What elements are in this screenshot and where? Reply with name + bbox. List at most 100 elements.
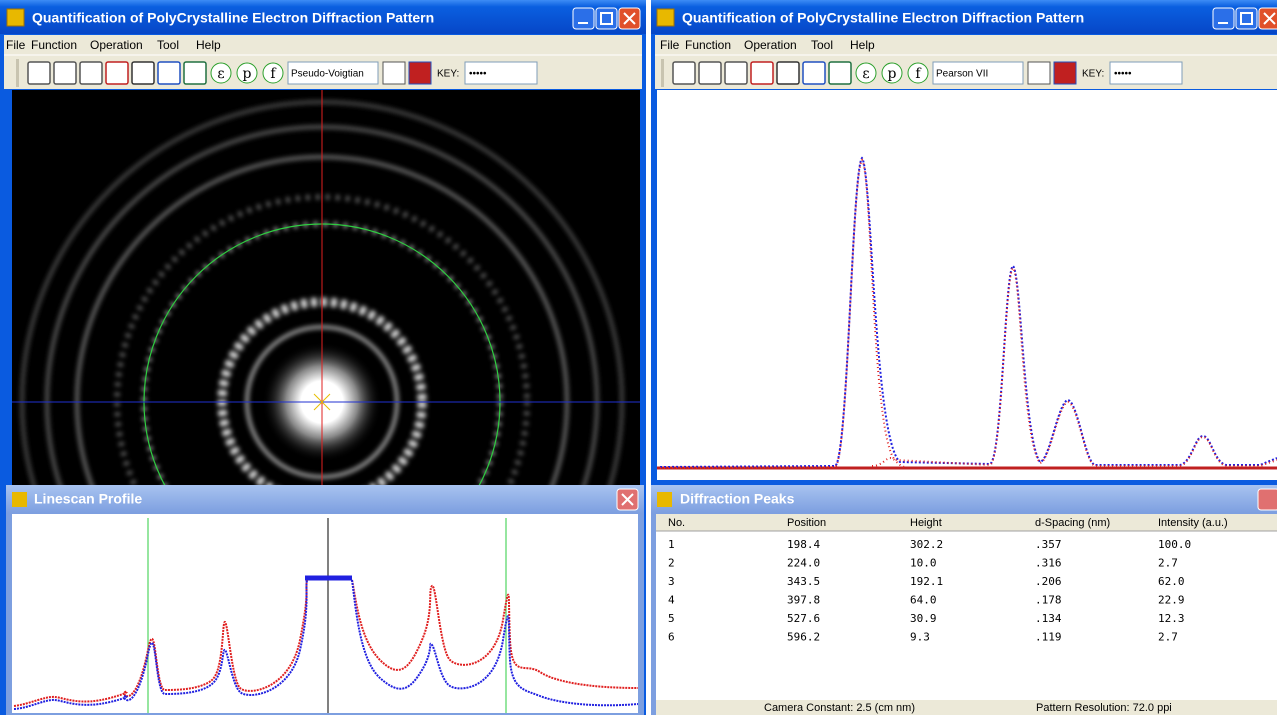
toolbar-button[interactable]	[724, 61, 748, 85]
menu-item[interactable]: File	[660, 38, 680, 52]
toolbar-button[interactable]	[881, 62, 903, 84]
window-title: Quantification of PolyCrystalline Electr…	[682, 10, 1084, 26]
fit-function-box[interactable]	[932, 61, 1024, 85]
toolbar-button[interactable]	[210, 62, 232, 84]
menu-item[interactable]: Function	[685, 38, 731, 52]
minimize-button[interactable]	[1212, 7, 1235, 30]
app-icon	[656, 8, 675, 27]
column-header[interactable]: Height	[910, 517, 942, 529]
right-window: Quantification of PolyCrystalline Electr…	[651, 0, 1277, 715]
key-label: KEY:	[1082, 69, 1104, 80]
menu-item[interactable]: Help	[196, 38, 221, 52]
table-body: No. Position Height d-Spacing (nm) Intensity…	[668, 517, 1228, 644]
toolbar-button[interactable]	[236, 62, 258, 84]
toolbar-button[interactable]	[776, 61, 800, 85]
fit-function: Pseudo-Voigtian	[291, 69, 364, 80]
toolbar-button[interactable]	[183, 61, 207, 85]
toolbar-button[interactable]	[828, 61, 852, 85]
window-button-glyphs	[578, 12, 636, 25]
minimize-button[interactable]	[572, 7, 595, 30]
table-cell: 224.0	[787, 557, 820, 570]
toolbar-button[interactable]	[131, 61, 155, 85]
title-bar	[0, 0, 646, 34]
table-cell: 596.2	[787, 631, 820, 644]
close-button[interactable]	[1257, 488, 1277, 511]
table-cell: 4	[668, 594, 675, 607]
toolbar-button[interactable]	[802, 61, 826, 85]
table-cell: .357	[1035, 538, 1062, 551]
key-input[interactable]	[464, 61, 538, 85]
fit-plot	[657, 90, 1277, 480]
close-button[interactable]	[1258, 7, 1277, 30]
maximize-button[interactable]	[595, 7, 618, 30]
window-title: Quantification of PolyCrystalline Electr…	[32, 10, 434, 26]
table-cell: .119	[1035, 631, 1062, 644]
table-cell: 343.5	[787, 575, 820, 588]
toolbar-button[interactable]	[408, 61, 432, 85]
menu-item[interactable]: Operation	[90, 38, 143, 52]
table-cell: 22.9	[1158, 594, 1185, 607]
toolbar-button[interactable]	[53, 61, 77, 85]
app-icon	[12, 492, 27, 507]
toolbar-symbol: ε	[217, 66, 224, 82]
column-header[interactable]: No.	[668, 517, 685, 529]
table-cell: 100.0	[1158, 538, 1191, 551]
column-header[interactable]: d-Spacing (nm)	[1035, 517, 1110, 529]
table-cell: 30.9	[910, 612, 937, 625]
table-cell: 192.1	[910, 575, 943, 588]
left-window: Quantification of PolyCrystalline Electr…	[0, 0, 646, 715]
status-camera-constant: Camera Constant: 2.5 (cm nm)	[764, 702, 915, 714]
toolbar-button[interactable]	[855, 62, 877, 84]
toolbar-button[interactable]	[262, 62, 284, 84]
toolbar-grip	[661, 59, 664, 87]
key-label: KEY:	[437, 69, 459, 80]
linescan-title-bar	[6, 485, 644, 513]
center-mark	[313, 393, 331, 411]
toolbar-button[interactable]	[1027, 61, 1051, 85]
table-cell: 9.3	[910, 631, 930, 644]
fit-function-box[interactable]	[287, 61, 379, 85]
maximize-button[interactable]	[1235, 7, 1258, 30]
menu-item[interactable]: Operation	[744, 38, 797, 52]
column-header[interactable]: Position	[787, 517, 826, 529]
menu-item[interactable]: Tool	[157, 38, 179, 52]
toolbar-button[interactable]	[27, 61, 51, 85]
table-cell: 10.0	[910, 557, 937, 570]
linescan-title: Linescan Profile	[34, 491, 142, 507]
menu-item[interactable]: File	[6, 38, 26, 52]
table-cell: 2.7	[1158, 557, 1178, 570]
key-value: •••••	[469, 69, 487, 80]
table-cell: 12.3	[1158, 612, 1185, 625]
toolbar-button[interactable]	[382, 61, 406, 85]
fitted-profile	[659, 158, 1277, 469]
menu-item[interactable]: Tool	[811, 38, 833, 52]
app-icon	[6, 8, 25, 27]
toolbar-symbol: p	[888, 66, 897, 82]
column-header[interactable]: Intensity (a.u.)	[1158, 517, 1228, 529]
table-cell: 2.7	[1158, 631, 1178, 644]
toolbar-button[interactable]	[750, 61, 774, 85]
key-input[interactable]	[1109, 61, 1183, 85]
toolbar: ε p f Pseudo-Voigtian KEY: •••••	[16, 59, 538, 87]
toolbar-button[interactable]	[907, 62, 929, 84]
status-bar	[656, 700, 1277, 715]
toolbar-button[interactable]	[105, 61, 129, 85]
table-cell: 5	[668, 612, 675, 625]
table-cell: 302.2	[910, 538, 943, 551]
toolbar-button[interactable]	[79, 61, 103, 85]
key-value: •••••	[1114, 69, 1132, 80]
toolbar: ε p f Pearson VII KEY: •••••	[661, 59, 1183, 87]
toolbar-symbol: f	[915, 66, 922, 82]
table-cell: 62.0	[1158, 575, 1185, 588]
table-cell: .206	[1035, 575, 1062, 588]
menu-item[interactable]: Help	[850, 38, 875, 52]
peaks-title: Diffraction Peaks	[680, 491, 795, 507]
toolbar-button[interactable]	[698, 61, 722, 85]
table-cell: 1	[668, 538, 675, 551]
toolbar-button[interactable]	[1053, 61, 1077, 85]
toolbar-button[interactable]	[157, 61, 181, 85]
table-cell: .316	[1035, 557, 1062, 570]
toolbar-button[interactable]	[672, 61, 696, 85]
menu-item[interactable]: Function	[31, 38, 77, 52]
